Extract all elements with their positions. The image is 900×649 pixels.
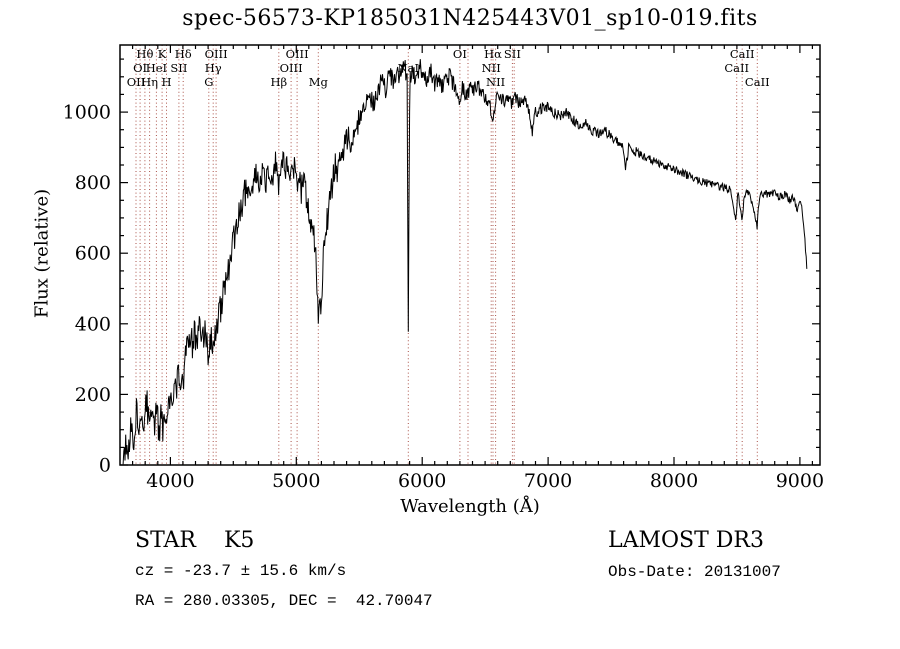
svg-text:Hδ: Hδ [175, 47, 192, 61]
svg-text:K: K [158, 47, 167, 61]
x-axis-label: Wavelength (Å) [400, 496, 540, 517]
svg-text:1000: 1000 [63, 102, 111, 124]
plot-frame [119, 44, 821, 466]
svg-text:CaII: CaII [730, 47, 755, 61]
svg-text:Mg: Mg [309, 75, 329, 89]
object-class-label: STAR K5 [135, 528, 255, 553]
plot-title: spec-56573-KP185031N425443V01_sp10-019.f… [182, 6, 758, 31]
svg-text:OI: OI [453, 47, 467, 61]
svg-text:Hα: Hα [484, 47, 502, 61]
svg-text:HeI: HeI [146, 61, 167, 75]
svg-text:600: 600 [75, 243, 111, 265]
svg-text:4000: 4000 [146, 470, 194, 492]
svg-text:Hθ: Hθ [136, 47, 153, 61]
svg-text:200: 200 [75, 384, 111, 406]
svg-text:400: 400 [75, 313, 111, 335]
svg-text:CaII: CaII [745, 75, 770, 89]
svg-text:Hγ: Hγ [205, 61, 222, 75]
svg-text:9000: 9000 [776, 470, 824, 492]
svg-text:6000: 6000 [398, 470, 446, 492]
svg-text:7000: 7000 [524, 470, 572, 492]
svg-text:SII: SII [504, 47, 521, 61]
svg-text:OII: OII [127, 75, 146, 89]
ra-dec-value: RA = 280.03305, DEC = 42.70047 [135, 592, 433, 610]
svg-text:0: 0 [99, 455, 111, 477]
svg-text:H: H [161, 75, 171, 89]
y-axis-label: Flux (relative) [31, 188, 53, 319]
obs-date: Obs-Date: 20131007 [608, 563, 781, 581]
tick-labels: 4000 5000 6000 7000 8000 9000 0 200 400 600 800 100… [63, 102, 824, 492]
svg-text:OIII: OIII [286, 47, 309, 61]
svg-text:8000: 8000 [650, 470, 698, 492]
svg-text:NaI: NaI [398, 61, 419, 75]
survey-label: LAMOST DR3 [608, 528, 764, 553]
svg-text:SII: SII [170, 61, 187, 75]
svg-text:5000: 5000 [272, 470, 320, 492]
svg-text:Hβ: Hβ [270, 75, 287, 89]
cz-value: cz = -23.7 ± 15.6 km/s [135, 562, 347, 580]
svg-text:OIII: OIII [280, 61, 303, 75]
svg-text:NII: NII [482, 61, 501, 75]
svg-text:Hη: Hη [141, 75, 158, 89]
axis-ticks [120, 45, 820, 466]
svg-text:OIII: OIII [205, 47, 228, 61]
svg-text:800: 800 [75, 172, 111, 194]
spectral-line-labels: OIIOIHθHηHeIKHSIIHδGHγOIIIHβOIIIOIIIMgNa… [127, 47, 770, 89]
spectral-line-markers [135, 45, 758, 465]
svg-text:OI: OI [133, 61, 147, 75]
svg-text:NII: NII [486, 75, 505, 89]
svg-text:G: G [204, 75, 213, 89]
svg-text:CaII: CaII [724, 61, 749, 75]
spectrum-trace [122, 59, 808, 465]
